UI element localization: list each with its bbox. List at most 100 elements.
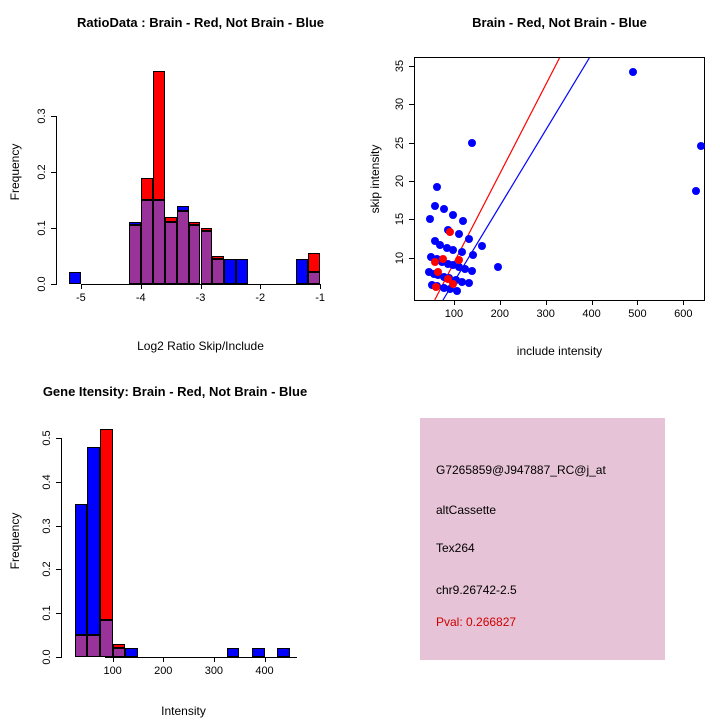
scatter-plot-area: 100 200 300 400 500 600 10 15 20 25 30 35 bbox=[394, 57, 705, 320]
x-tick-label: 600 bbox=[674, 308, 693, 320]
histogram-bar bbox=[277, 648, 290, 657]
y-tick-mark bbox=[56, 613, 62, 615]
histogram-bar bbox=[188, 222, 201, 226]
scatter-point bbox=[478, 242, 487, 251]
x-tick-label: -2 bbox=[255, 292, 266, 304]
y-axis-line bbox=[56, 116, 57, 285]
info-box: G7265859@J947887_RC@j_at altCassette Tex… bbox=[420, 418, 665, 660]
y-tick-label: 0.2 bbox=[36, 164, 48, 180]
scatter-point bbox=[493, 262, 502, 271]
y-tick-mark bbox=[409, 104, 415, 106]
scatter-point bbox=[427, 252, 436, 261]
y-tick-label: 30 bbox=[394, 97, 406, 111]
histogram-bar bbox=[68, 271, 81, 284]
ratio-histogram-x-axis-title: Log2 Ratio Skip/Include bbox=[137, 339, 264, 353]
histogram-bar bbox=[308, 253, 321, 272]
scatter-point bbox=[449, 261, 458, 270]
scatter-point bbox=[692, 186, 701, 195]
scatter-point bbox=[430, 201, 439, 210]
y-tick-mark bbox=[409, 142, 415, 144]
y-tick-mark bbox=[409, 65, 415, 67]
panel-intensity-scatter: Brain - Red, Not Brain - Blue skip inten… bbox=[360, 0, 720, 360]
histogram-bar bbox=[128, 222, 141, 226]
histogram-bar bbox=[176, 205, 189, 212]
scatter-point bbox=[446, 285, 455, 294]
y-tick-mark bbox=[56, 657, 62, 658]
histogram-bar bbox=[224, 258, 237, 284]
y-tick-label: 35 bbox=[394, 59, 406, 72]
y-tick-label: 0.0 bbox=[36, 276, 48, 292]
gene-name-text: Tex264 bbox=[436, 541, 475, 555]
x-tick-mark bbox=[591, 300, 593, 305]
scatter-point bbox=[431, 282, 440, 291]
x-tick-label: 400 bbox=[582, 308, 601, 320]
histogram-bar bbox=[112, 648, 126, 657]
histogram-bar bbox=[176, 211, 189, 284]
y-tick-mark bbox=[56, 525, 62, 527]
scatter-x-axis-title: include intensity bbox=[516, 344, 603, 358]
histogram-bar bbox=[164, 222, 177, 284]
x-tick-mark bbox=[112, 657, 114, 662]
x-tick-mark bbox=[320, 284, 322, 289]
histogram-bar bbox=[152, 200, 165, 284]
y-tick-label: 0.3 bbox=[36, 108, 48, 124]
y-tick-label: 15 bbox=[394, 213, 406, 226]
x-tick-mark bbox=[545, 300, 547, 305]
scatter-point bbox=[438, 254, 447, 263]
scatter-point bbox=[455, 256, 464, 265]
x-tick-label: 100 bbox=[444, 308, 464, 320]
x-tick-label: 300 bbox=[204, 665, 224, 677]
x-tick-label: -4 bbox=[135, 292, 146, 304]
histogram-bar bbox=[308, 271, 321, 284]
histogram-bar bbox=[140, 200, 153, 284]
y-tick-mark bbox=[56, 569, 62, 571]
ratio-histogram-y-axis-title: Frequency bbox=[8, 143, 22, 201]
histogram-bar bbox=[87, 635, 100, 657]
x-tick-label: 400 bbox=[255, 665, 274, 677]
y-tick-mark bbox=[56, 481, 62, 483]
pval-text: Pval: 0.266827 bbox=[436, 615, 517, 629]
x-tick-mark bbox=[200, 284, 202, 289]
y-tick-mark bbox=[409, 219, 415, 221]
fit-line bbox=[442, 58, 590, 300]
y-tick-label: 0.1 bbox=[36, 220, 48, 236]
x-axis-line bbox=[80, 284, 321, 285]
histogram-bar bbox=[251, 648, 265, 657]
histogram-bar bbox=[112, 643, 126, 649]
scatter-point bbox=[443, 275, 452, 284]
histogram-bar bbox=[212, 256, 225, 259]
gene-histogram-y-axis-title: Frequency bbox=[8, 512, 22, 570]
x-axis-line bbox=[105, 657, 298, 658]
scatter-point bbox=[426, 214, 435, 223]
histogram-bar bbox=[200, 230, 213, 284]
histogram-bar bbox=[87, 446, 100, 636]
x-tick-mark bbox=[637, 300, 639, 305]
scatter-point bbox=[448, 211, 457, 220]
x-tick-mark bbox=[140, 284, 142, 289]
y-tick-label: 20 bbox=[394, 174, 406, 188]
scatter-y-axis-title: skip intensity bbox=[368, 144, 382, 214]
scatter-point bbox=[430, 258, 439, 267]
histogram-bar bbox=[99, 619, 113, 657]
histogram-bar bbox=[128, 225, 141, 284]
histogram-bar bbox=[74, 503, 88, 636]
scatter-point bbox=[459, 216, 468, 225]
x-tick-mark bbox=[80, 284, 82, 289]
histogram-bar bbox=[212, 258, 225, 284]
x-tick-label: 200 bbox=[154, 665, 173, 677]
y-tick-label: 0.5 bbox=[41, 430, 53, 446]
scatter-point bbox=[458, 248, 467, 257]
scatter-point bbox=[455, 229, 464, 238]
x-tick-mark bbox=[163, 657, 165, 662]
y-tick-label: 0.0 bbox=[41, 649, 53, 665]
y-tick-label: 10 bbox=[394, 251, 406, 264]
gene-histogram-title: Gene Itensity: Brain - Red, Not Brain - … bbox=[42, 384, 308, 399]
panel-ratio-histogram: RatioData : Brain - Red, Not Brain - Blu… bbox=[0, 0, 360, 360]
gene-histogram-x-axis-title: Intensity bbox=[161, 704, 206, 718]
scatter-point bbox=[461, 264, 469, 273]
y-tick-mark bbox=[409, 257, 415, 259]
y-tick-label: 0.4 bbox=[41, 474, 53, 490]
scatter-point bbox=[458, 277, 467, 286]
x-tick-label: -1 bbox=[315, 292, 325, 304]
